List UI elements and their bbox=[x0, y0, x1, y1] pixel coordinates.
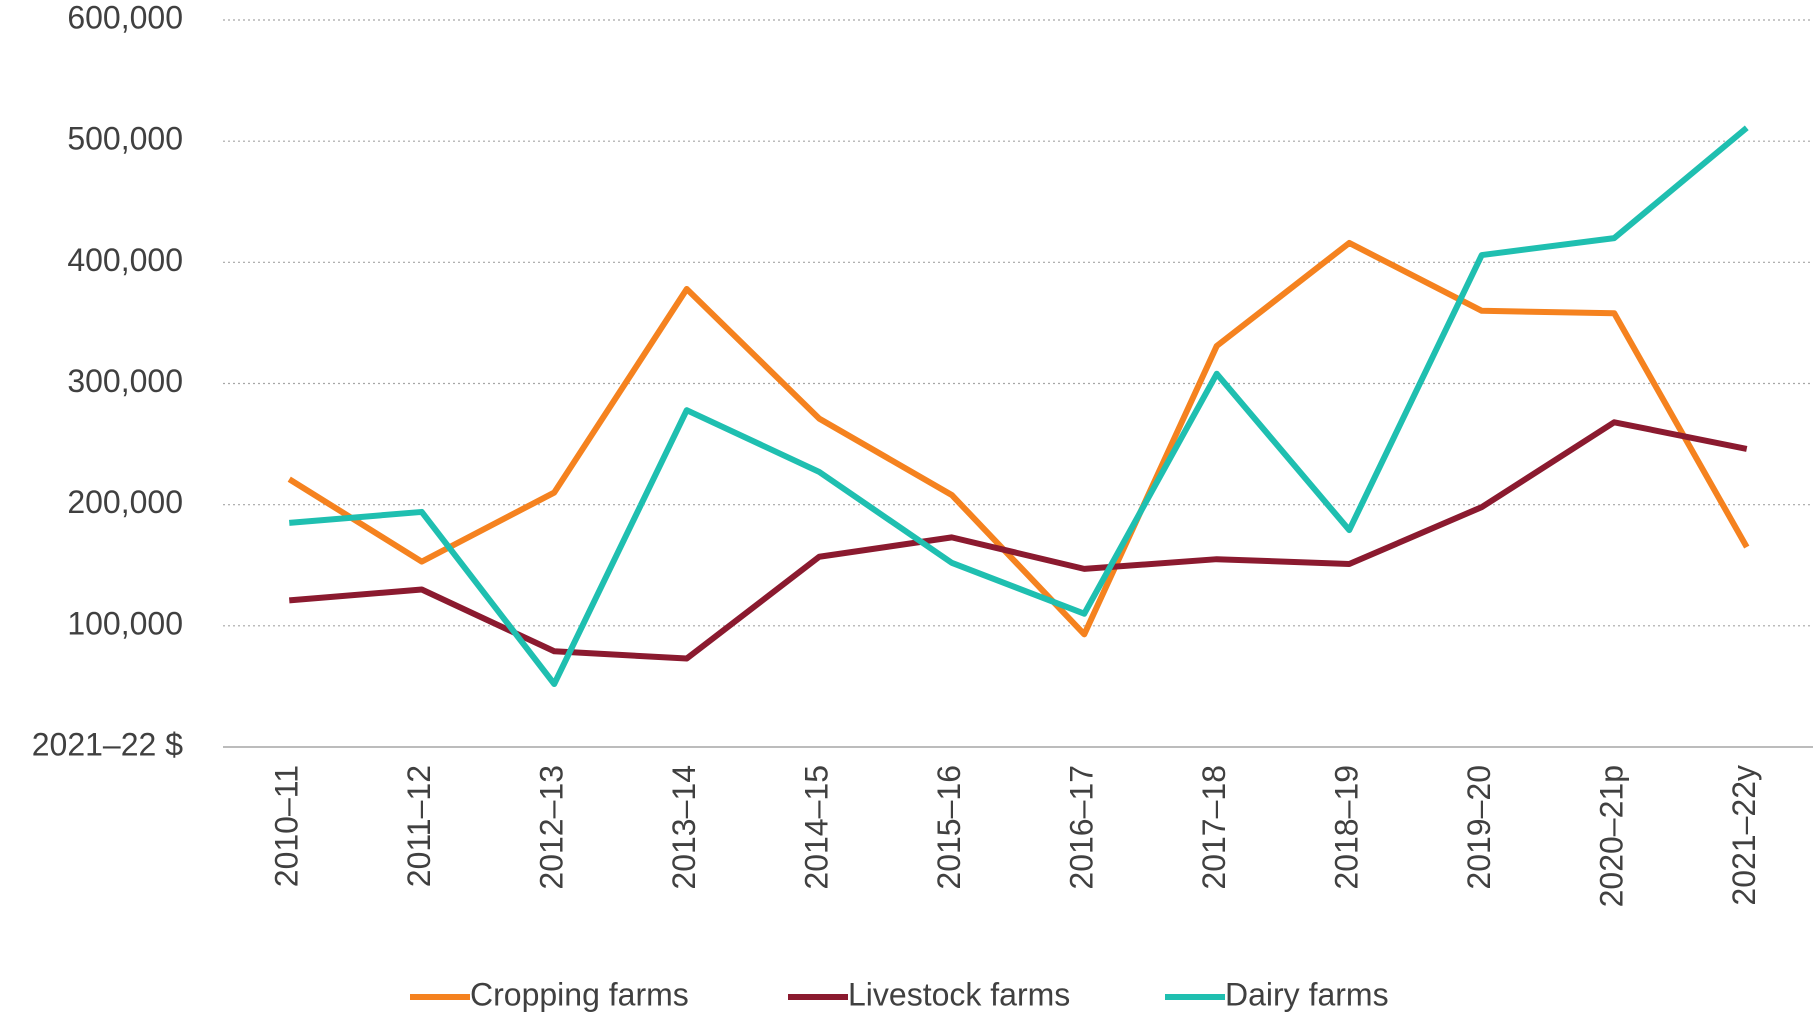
x-tick-label: 2013–14 bbox=[666, 765, 702, 890]
x-tick-label: 2020–21p bbox=[1594, 765, 1630, 907]
x-tick-label: 2019–20 bbox=[1461, 765, 1497, 890]
y-tick-label: 2021–22 $ bbox=[32, 726, 183, 762]
y-tick-label: 500,000 bbox=[67, 121, 183, 157]
x-tick-label: 2018–19 bbox=[1329, 765, 1365, 890]
x-tick-label: 2021–22y bbox=[1726, 765, 1762, 906]
series-line bbox=[287, 239, 1750, 638]
legend-label: Cropping farms bbox=[470, 976, 689, 1012]
x-tick-label: 2015–16 bbox=[931, 765, 967, 890]
legend-label: Dairy farms bbox=[1225, 976, 1389, 1012]
series-line bbox=[289, 419, 1748, 662]
legend-label: Livestock farms bbox=[848, 976, 1070, 1012]
x-tick-label: 2014–15 bbox=[799, 765, 835, 890]
x-tick-label: 2016–17 bbox=[1064, 765, 1100, 890]
y-tick-label: 600,000 bbox=[67, 0, 183, 35]
y-tick-label: 100,000 bbox=[67, 605, 183, 641]
x-tick-label: 2017–18 bbox=[1196, 765, 1232, 890]
x-tick-label: 2011–12 bbox=[401, 765, 437, 887]
y-tick-label: 400,000 bbox=[67, 242, 183, 278]
y-tick-label: 200,000 bbox=[67, 484, 183, 520]
series-line bbox=[289, 125, 1749, 687]
x-tick-label: 2010–11 bbox=[269, 765, 305, 887]
x-tick-label: 2012–13 bbox=[534, 765, 570, 890]
y-tick-label: 300,000 bbox=[67, 363, 183, 399]
